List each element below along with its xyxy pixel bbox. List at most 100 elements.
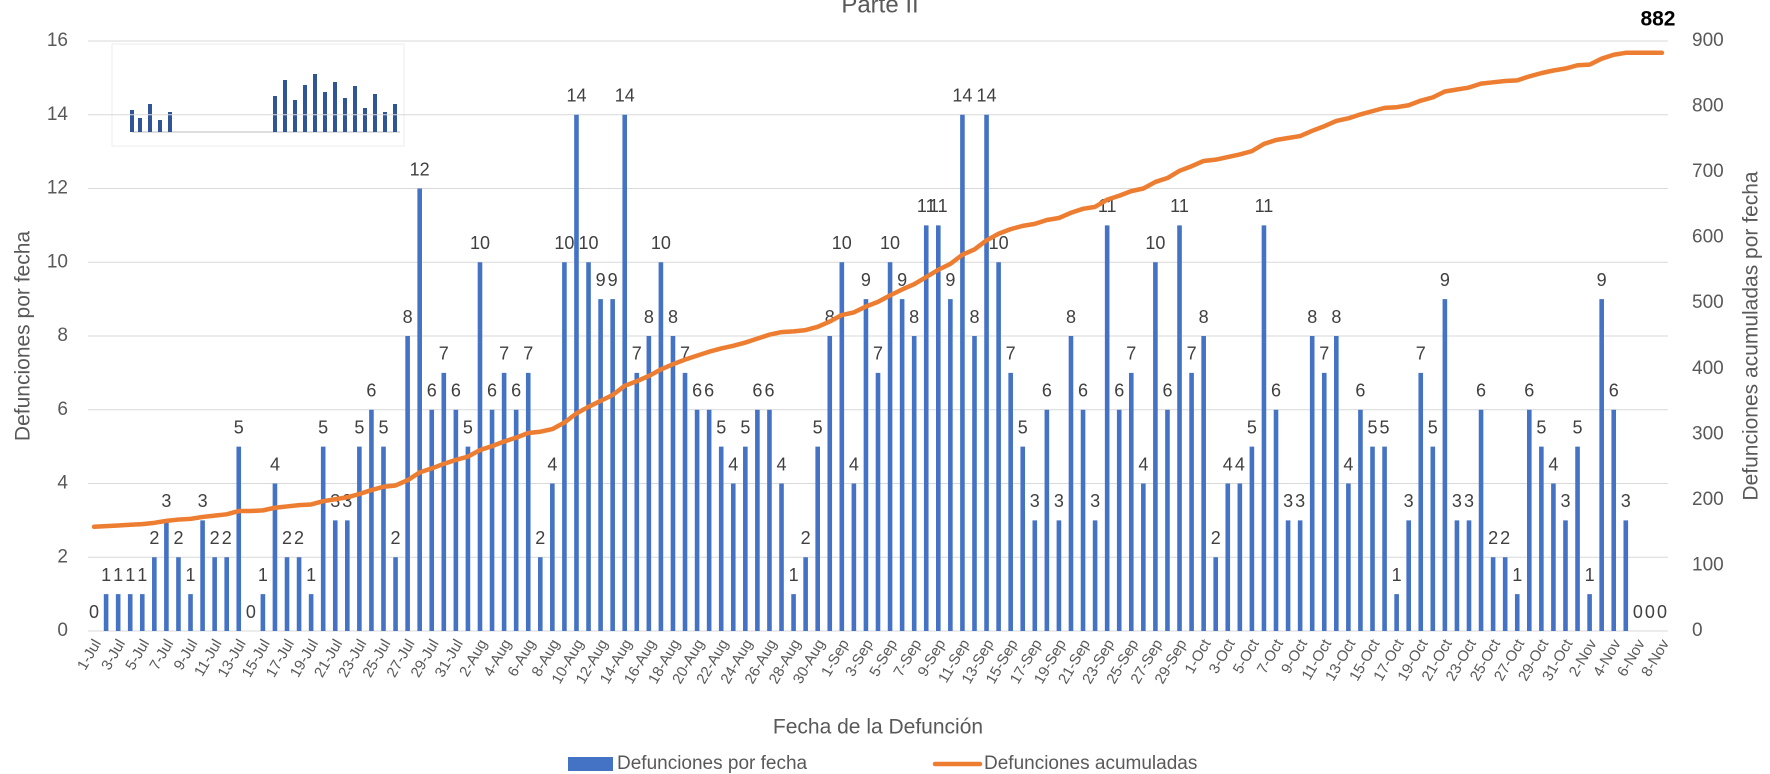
data-label: 1 (306, 565, 316, 585)
y2-tick-label: 800 (1692, 96, 1724, 117)
data-label: 5 (813, 417, 823, 437)
data-label: 8 (1199, 307, 1209, 327)
bar (1213, 557, 1219, 631)
bar (936, 225, 941, 631)
bar (1539, 446, 1544, 631)
data-label: 5 (378, 417, 388, 437)
bar (875, 372, 881, 631)
bar (911, 336, 917, 631)
data-label: 3 (1283, 491, 1293, 511)
bar (996, 262, 1001, 631)
data-label: 10 (880, 233, 900, 253)
data-label: 2 (1500, 528, 1510, 548)
legend-label: Defunciones por fecha (617, 753, 808, 774)
data-label: 7 (632, 344, 642, 364)
data-label: 6 (1162, 381, 1172, 401)
data-label: 3 (1464, 491, 1474, 511)
bar (164, 520, 169, 631)
bar (1237, 483, 1243, 631)
y2-tick-label: 300 (1692, 423, 1724, 444)
bar (429, 409, 435, 631)
bar (525, 372, 531, 631)
bar (1599, 299, 1604, 631)
bar (779, 483, 784, 631)
bar (1563, 520, 1568, 631)
bar (1008, 372, 1013, 631)
y2-tick-label: 700 (1692, 161, 1724, 182)
bar (1514, 594, 1520, 631)
inset-frame (111, 43, 405, 147)
data-label: 9 (608, 270, 618, 290)
data-label: 4 (1235, 454, 1245, 474)
y2-tick-label: 0 (1692, 620, 1703, 641)
legend-label: Defunciones acumuladas (984, 753, 1197, 774)
x-tick-label: 1-Jul (74, 636, 105, 673)
bar (1382, 446, 1387, 631)
data-label: 6 (1078, 381, 1088, 401)
bar (1394, 594, 1399, 631)
data-label: 6 (1355, 381, 1365, 401)
data-label: 3 (198, 491, 208, 511)
bar (1056, 520, 1062, 631)
bar (815, 446, 820, 631)
bar (103, 594, 109, 631)
data-label: 2 (294, 528, 304, 548)
data-label: 6 (1476, 381, 1486, 401)
data-label: 5 (716, 417, 726, 437)
bar (646, 336, 652, 631)
data-label: 8 (1066, 307, 1076, 327)
bar (851, 483, 857, 631)
data-label: 7 (1126, 344, 1136, 364)
bar (1623, 520, 1629, 631)
bar (1044, 409, 1050, 631)
bar (200, 520, 205, 631)
data-label: 10 (651, 233, 671, 253)
bar (682, 372, 688, 631)
bar (272, 483, 278, 631)
data-label: 14 (977, 86, 997, 106)
data-label: 6 (764, 381, 774, 401)
bar (670, 336, 676, 631)
data-label: 6 (1114, 381, 1124, 401)
data-label: 14 (952, 86, 972, 106)
bar (1165, 409, 1170, 631)
data-label: 6 (511, 381, 521, 401)
data-label: 3 (1452, 491, 1462, 511)
bar (1370, 446, 1375, 631)
bar (1128, 372, 1134, 631)
data-label: 4 (849, 454, 859, 474)
y-tick-label: 2 (57, 546, 68, 567)
data-label: 7 (523, 344, 533, 364)
bar (1611, 409, 1617, 631)
data-label: 5 (1380, 417, 1390, 437)
data-label: 5 (1536, 417, 1546, 437)
bar (139, 594, 145, 631)
bar (501, 372, 507, 631)
bar (1249, 446, 1255, 631)
bar (1502, 557, 1508, 631)
y-tick-label: 0 (57, 620, 68, 641)
bar (1116, 409, 1122, 631)
y2-tick-label: 600 (1692, 227, 1724, 248)
data-label: 3 (1054, 491, 1064, 511)
bar (1309, 336, 1315, 631)
bar (260, 594, 266, 631)
bar (622, 114, 628, 631)
data-label: 10 (1145, 233, 1165, 253)
data-label: 4 (1223, 454, 1233, 474)
bar (960, 114, 965, 631)
bar (1442, 299, 1448, 631)
y-tick-label: 4 (57, 473, 68, 494)
bar (212, 557, 217, 631)
data-label: 6 (451, 381, 461, 401)
data-label: 5 (354, 417, 364, 437)
data-label: 0 (1645, 602, 1655, 622)
bar (887, 262, 893, 631)
data-label: 1 (125, 565, 135, 585)
line (91, 50, 1665, 530)
bar (284, 557, 290, 631)
data-label: 11 (917, 196, 936, 216)
data-label: 3 (1030, 491, 1040, 511)
y-tick-label: 14 (47, 104, 69, 125)
